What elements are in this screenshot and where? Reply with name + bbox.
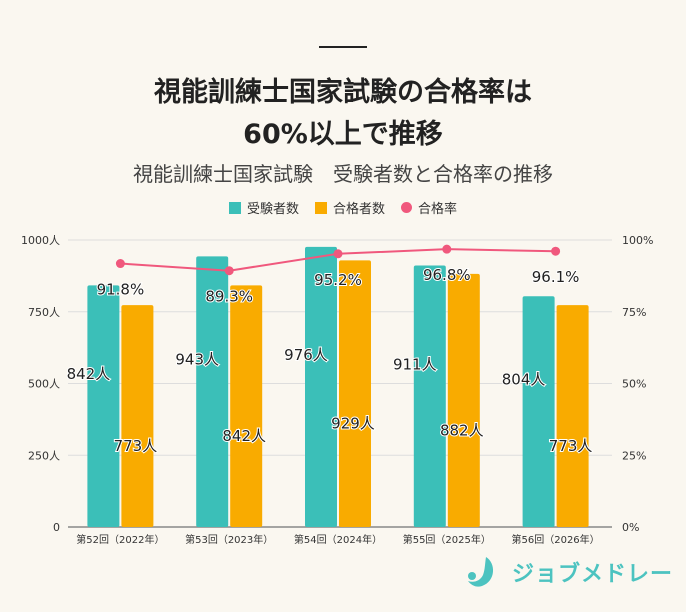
pass-rate-label: 91.8% <box>97 281 145 299</box>
chart-subtitle: 視能訓練士国家試験 受験者数と合格率の推移 <box>133 162 553 186</box>
legend-swatch <box>401 202 412 213</box>
left-tick-label: 0 <box>53 521 60 534</box>
legend-label: 合格者数 <box>332 202 385 217</box>
bar-data-label: 773人 <box>114 437 158 455</box>
legend-item-applicants: 受験者数 <box>228 198 299 217</box>
pass-rate-point <box>224 266 234 276</box>
bar-data-label: 842人 <box>222 427 266 445</box>
chart-legend: 受験者数 合格者数 合格率 <box>0 198 686 217</box>
bar-applicants <box>305 246 337 527</box>
left-tick-label: 500人 <box>28 378 60 391</box>
title-divider <box>319 46 367 48</box>
bar-data-label: 943人 <box>175 351 219 369</box>
right-tick-label: 50% <box>622 378 646 391</box>
bar-data-label: 911人 <box>393 355 437 373</box>
pass-rate-label: 89.3% <box>205 288 253 306</box>
logo-mark-icon <box>468 557 494 587</box>
bar-data-label: 976人 <box>284 346 328 364</box>
x-tick-label: 第55回（2025年） <box>403 533 491 546</box>
bar-applicants <box>413 265 446 527</box>
legend-item-pass-rate: 合格率 <box>401 198 457 217</box>
bar-applicants <box>87 285 120 527</box>
legend-swatch <box>314 201 327 214</box>
pass-rate-point <box>551 246 561 256</box>
bar-applicants <box>196 256 229 527</box>
pass-rate-label: 96.8% <box>423 266 471 284</box>
right-tick-label: 100% <box>622 234 653 247</box>
left-tick-label: 1000人 <box>21 234 60 247</box>
bar-passers <box>556 305 589 527</box>
logo: ジョブメドレー <box>466 555 673 589</box>
legend-item-passers: 合格者数 <box>314 198 385 217</box>
pass-rate-label: 95.2% <box>314 271 362 289</box>
x-tick-label: 第52回（2022年） <box>76 533 164 546</box>
legend-label: 合格率 <box>418 202 458 217</box>
bar-data-label: 842人 <box>67 365 111 383</box>
logo-text: ジョブメドレー <box>512 562 674 587</box>
bar-data-label: 929人 <box>331 415 375 433</box>
legend-label: 受験者数 <box>246 202 299 217</box>
left-tick-label: 750人 <box>28 306 60 319</box>
x-tick-label: 第53回（2023年） <box>185 533 273 546</box>
right-tick-label: 0% <box>622 521 639 534</box>
pass-rate-point <box>115 259 125 269</box>
bar-data-label: 773人 <box>549 437 593 455</box>
pass-rate-label: 96.1% <box>532 268 580 286</box>
right-tick-label: 75% <box>622 306 646 319</box>
x-tick-label: 第56回（2026年） <box>512 533 600 546</box>
page-title-line1: 視能訓練士国家試験の合格率は <box>154 77 532 108</box>
bar-data-label: 804人 <box>502 371 546 389</box>
bar-passers <box>121 305 154 527</box>
bar-passers <box>230 285 263 527</box>
pass-rate-point <box>333 249 343 259</box>
bar-passers <box>447 273 480 527</box>
x-tick-label: 第54回（2024年） <box>294 533 382 546</box>
left-tick-label: 250人 <box>28 449 60 462</box>
bar-passers <box>339 260 371 527</box>
page-title-line2: 60%以上で推移 <box>243 119 443 150</box>
legend-swatch <box>228 201 241 214</box>
pass-rate-point <box>442 244 452 254</box>
right-tick-label: 25% <box>622 449 646 462</box>
bar-applicants <box>522 296 555 527</box>
bar-data-label: 882人 <box>440 421 484 439</box>
